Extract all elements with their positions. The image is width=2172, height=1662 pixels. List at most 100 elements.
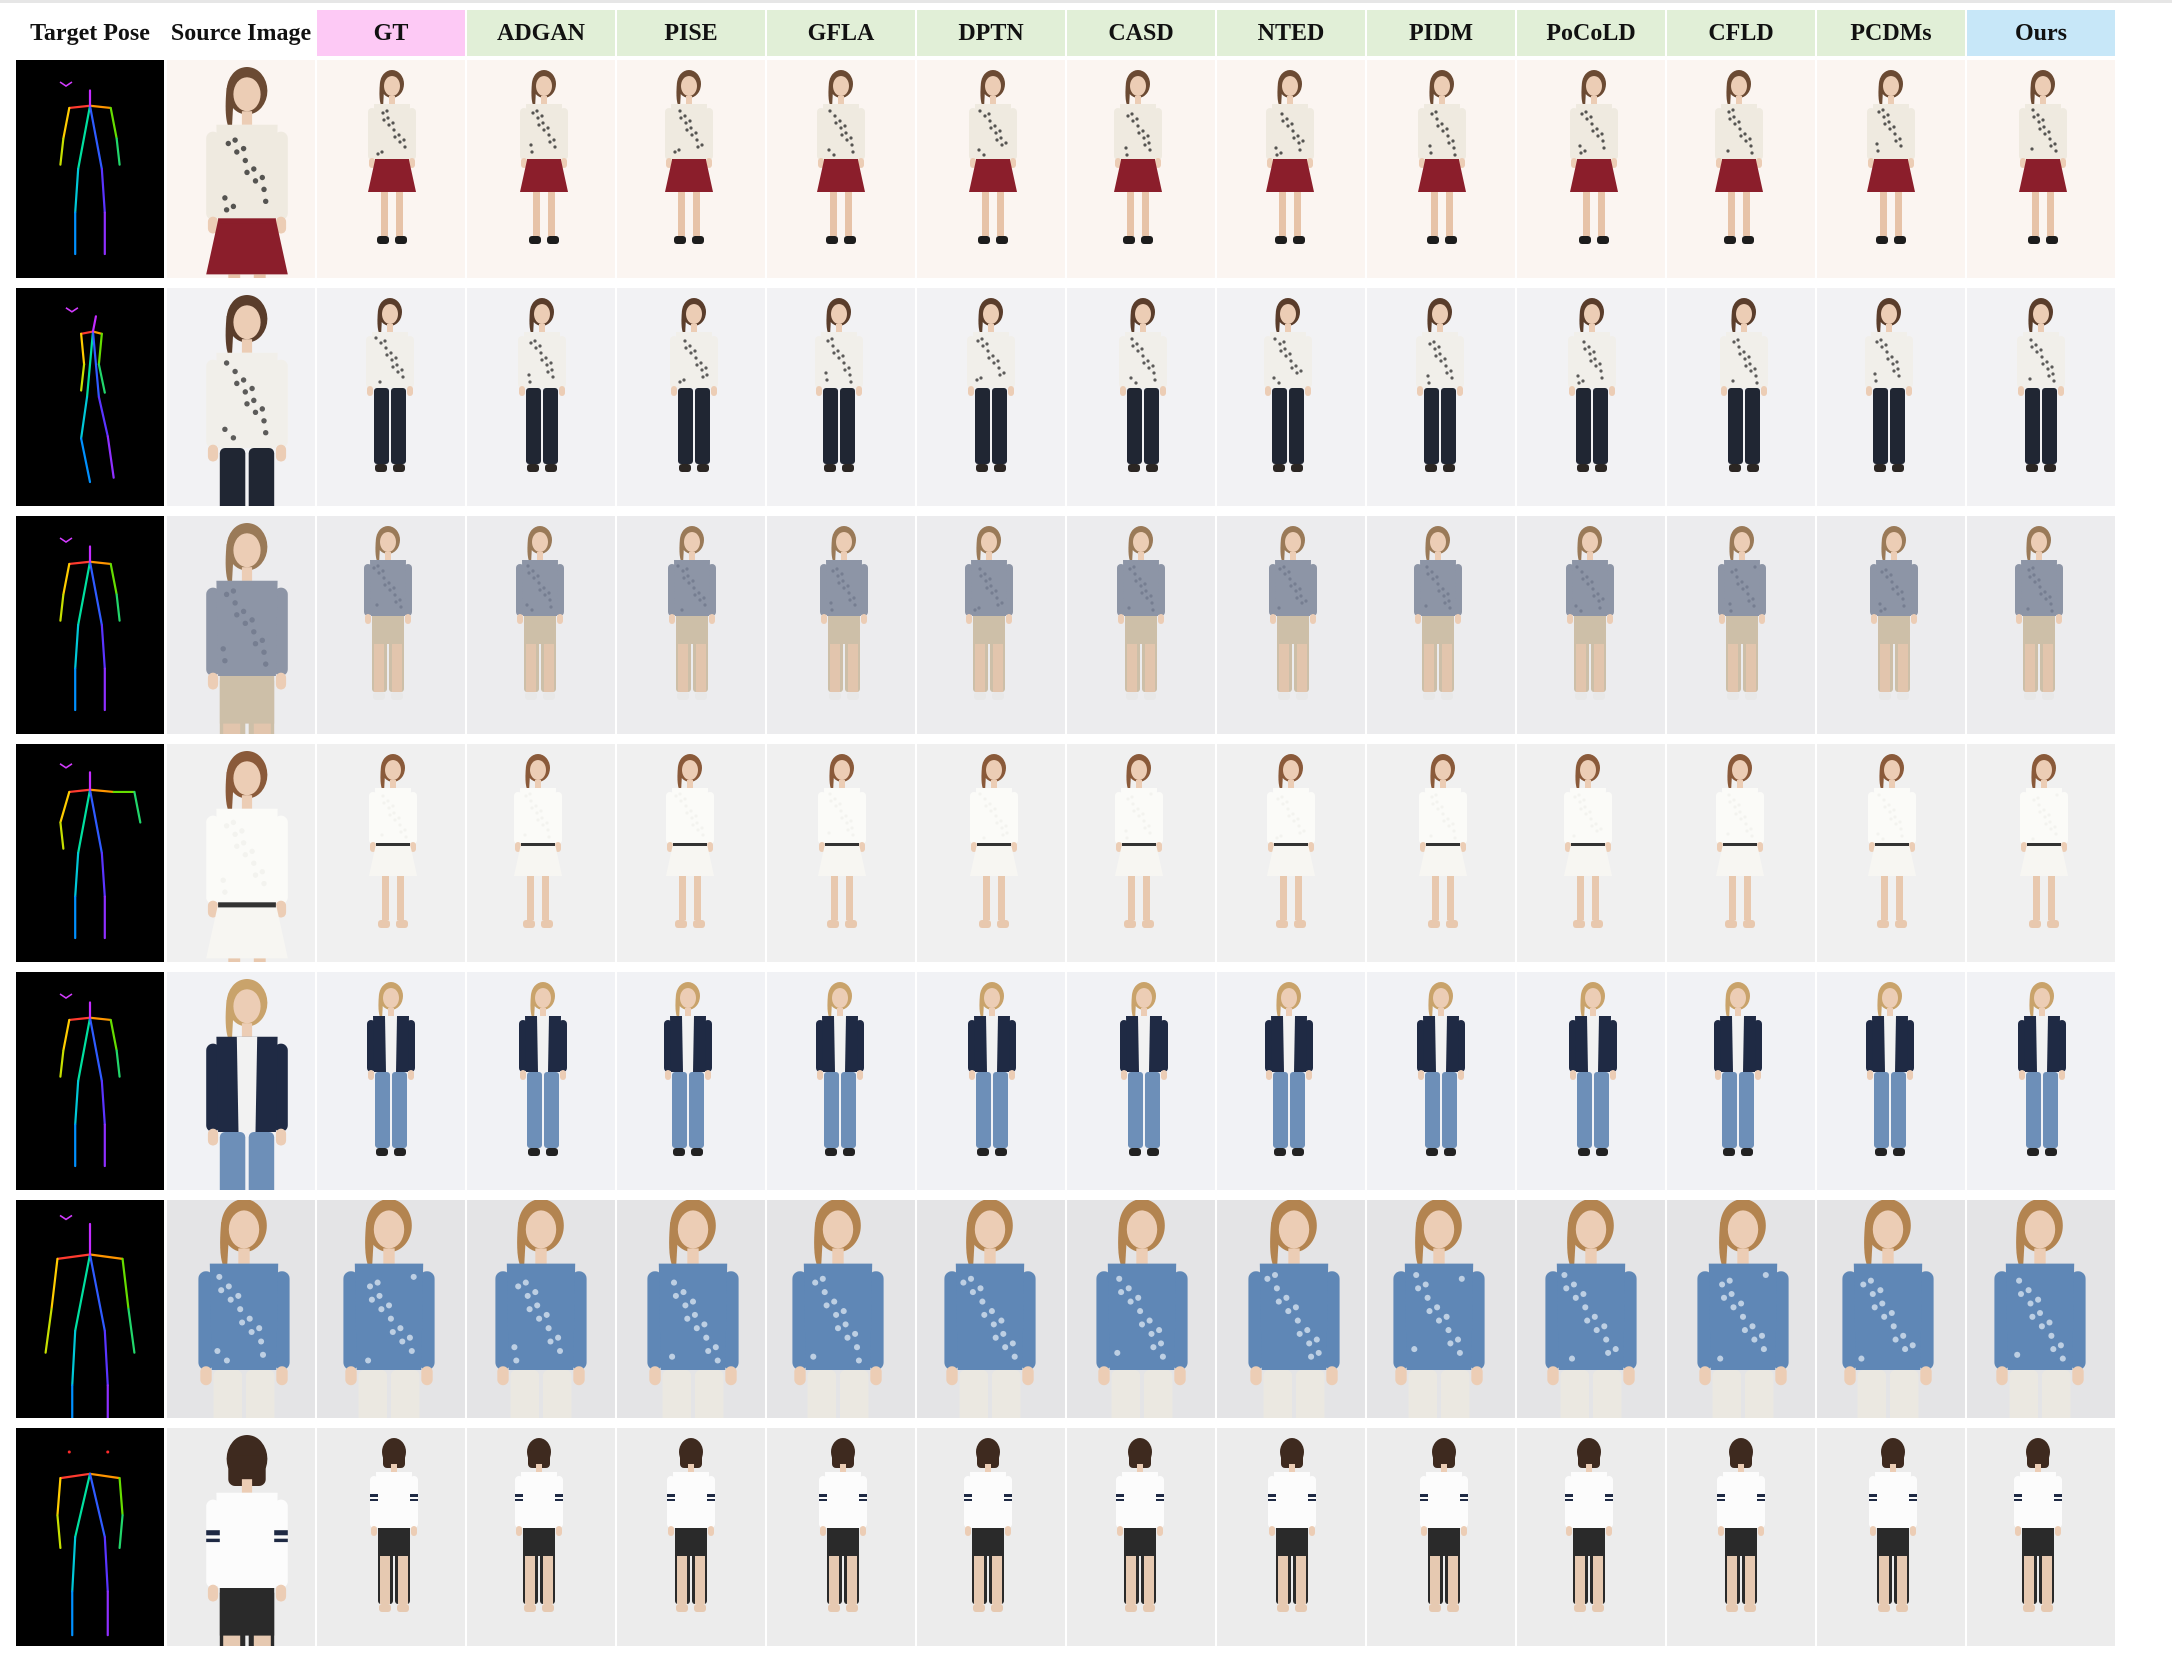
column-header-dptn: DPTN xyxy=(917,10,1065,56)
source-image xyxy=(167,1428,315,1646)
person-figure xyxy=(1865,298,1913,472)
pose-limb xyxy=(74,623,80,670)
pose-limb xyxy=(77,1016,92,1083)
generated-image-pise xyxy=(617,1428,765,1646)
pose-limb xyxy=(109,562,118,596)
generated-image-nted xyxy=(1217,972,1365,1190)
person-figure xyxy=(1720,298,1768,472)
person-figure xyxy=(968,982,1016,1156)
person-figure xyxy=(815,298,863,472)
person-figure xyxy=(1866,982,1914,1156)
generated-image-pocold xyxy=(1517,1428,1665,1646)
target-pose-image xyxy=(16,516,164,734)
pose-skeleton xyxy=(59,993,121,1168)
pose-limb xyxy=(88,788,115,794)
source-image xyxy=(167,60,315,278)
generated-image-cfld xyxy=(1667,972,1815,1190)
column-header-target-pose: Target Pose xyxy=(30,19,150,46)
person-figure xyxy=(1697,1200,1789,1418)
person-figure xyxy=(2018,982,2066,1156)
person-figure xyxy=(369,754,417,928)
person-figure xyxy=(792,1200,884,1418)
generated-image-pocold xyxy=(1517,1200,1665,1418)
generated-image-cfld xyxy=(1667,744,1815,962)
pose-limb xyxy=(88,560,112,566)
generated-image-pocold xyxy=(1517,972,1665,1190)
generated-image-pcdms xyxy=(1817,516,1965,734)
person-figure xyxy=(206,979,288,1190)
generated-image-gfla xyxy=(767,744,915,962)
source-image xyxy=(167,972,315,1190)
result-row xyxy=(16,516,2115,734)
person-figure xyxy=(666,754,714,928)
generated-image-nted xyxy=(1217,1428,1365,1646)
column-header-gfla: GFLA xyxy=(767,10,915,56)
pose-limb xyxy=(80,363,86,392)
pose-face-keypoints xyxy=(59,763,73,769)
generated-image-ours xyxy=(1967,1200,2115,1418)
generated-image-pidm xyxy=(1367,972,1515,1190)
pose-limb xyxy=(88,104,112,110)
person-figure xyxy=(1717,1438,1765,1612)
person-figure xyxy=(816,982,864,1156)
pose-limb xyxy=(59,593,65,622)
person-figure xyxy=(1096,1200,1188,1418)
pose-face-keypoints xyxy=(59,993,73,999)
person-figure xyxy=(647,1200,739,1418)
pose-limb xyxy=(71,1329,77,1387)
person-figure xyxy=(1264,298,1312,472)
pose-limb xyxy=(118,1477,124,1517)
generated-image-pise xyxy=(617,744,765,962)
person-figure xyxy=(1718,526,1766,700)
generated-image-cfld xyxy=(1667,60,1815,278)
person-figure xyxy=(206,67,288,278)
pose-limb xyxy=(74,1253,92,1332)
pose-limb xyxy=(85,330,95,399)
column-header-gt: GT xyxy=(317,10,465,56)
person-figure xyxy=(1568,298,1616,472)
pose-limb xyxy=(115,593,121,622)
pose-limb xyxy=(62,1018,71,1052)
generated-image-ours xyxy=(1967,516,2115,734)
generated-image-pocold xyxy=(1517,288,1665,506)
pose-limb xyxy=(109,106,118,140)
pose-skeleton xyxy=(59,537,121,712)
pose-skeleton xyxy=(56,1450,124,1637)
person-figure xyxy=(2019,70,2067,244)
pose-limb xyxy=(68,560,92,566)
person-figure xyxy=(1566,526,1614,700)
person-figure xyxy=(667,1438,715,1612)
person-figure xyxy=(206,523,288,734)
pose-limb xyxy=(109,1018,118,1052)
generated-image-adgan xyxy=(467,744,615,962)
target-pose-image xyxy=(16,288,164,506)
person-figure xyxy=(364,526,412,700)
person-figure xyxy=(1867,70,1915,244)
pose-limb xyxy=(77,560,92,627)
generated-image-pidm xyxy=(1367,60,1515,278)
target-pose-image xyxy=(16,972,164,1190)
person-figure xyxy=(1565,1438,1613,1612)
generated-image-casd xyxy=(1067,744,1215,962)
pose-limb xyxy=(74,1472,92,1539)
generated-image-ours xyxy=(1967,288,2115,506)
person-figure xyxy=(520,70,568,244)
pose-skeleton xyxy=(59,763,142,940)
generated-image-adgan xyxy=(467,60,615,278)
result-row xyxy=(16,288,2115,506)
person-figure xyxy=(970,754,1018,928)
generated-image-cfld xyxy=(1667,516,1815,734)
generated-image-gfla xyxy=(767,516,915,734)
pose-limb xyxy=(59,1049,65,1078)
pose-limb xyxy=(56,1514,62,1550)
generated-image-ours xyxy=(1967,1428,2115,1646)
generated-image-pidm xyxy=(1367,744,1515,962)
person-figure xyxy=(206,295,288,506)
pose-face-keypoints xyxy=(59,1214,73,1221)
person-figure xyxy=(967,298,1015,472)
pose-limb xyxy=(44,1307,53,1354)
person-figure xyxy=(818,754,866,928)
generated-image-gt xyxy=(317,516,465,734)
person-figure xyxy=(664,982,712,1156)
generated-image-ours xyxy=(1967,972,2115,1190)
